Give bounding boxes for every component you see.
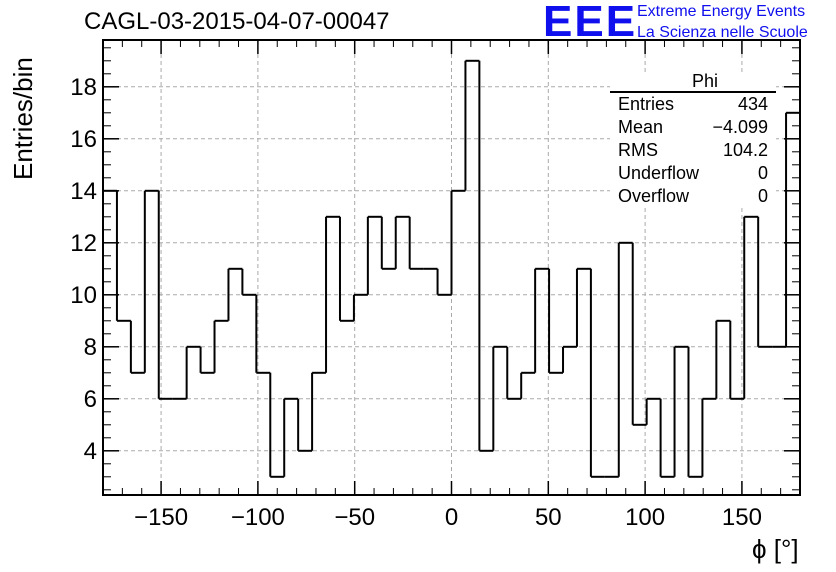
x-tick-label: −50 (334, 504, 375, 531)
x-tick-label: 50 (535, 504, 562, 531)
chart-title: CAGL-03-2015-04-07-00047 (84, 8, 390, 35)
stats-label: RMS (618, 140, 658, 160)
stats-value: 434 (737, 94, 768, 114)
x-tick-label: −100 (231, 504, 285, 531)
y-tick-label: 4 (84, 438, 97, 465)
stats-row-mean: Mean −4.099 (610, 116, 776, 139)
y-tick-label: 18 (70, 74, 97, 101)
stats-value: 104.2 (722, 140, 768, 160)
y-tick-label: 8 (84, 334, 97, 361)
stats-title: Phi (610, 72, 776, 93)
y-tick-label: 10 (70, 282, 97, 309)
stats-label: Mean (618, 117, 664, 137)
x-tick-label: 100 (625, 504, 665, 531)
x-tick-label: −150 (134, 504, 188, 531)
stats-box: Phi Entries 434 Mean −4.099 RMS 104.2 Un… (610, 72, 776, 208)
y-tick-label: 6 (84, 386, 97, 413)
logo-subtitle-2: La Scienza nelle Scuole (637, 24, 808, 41)
stats-row-underflow: Underflow 0 (610, 162, 776, 185)
x-tick-label: 0 (445, 504, 458, 531)
stats-label: Entries (618, 94, 675, 114)
stats-label: Overflow (618, 186, 690, 206)
logo-subtitle-1: Extreme Energy Events (637, 3, 806, 20)
y-tick-label: 12 (70, 230, 97, 257)
y-axis-label: Entries/bin (8, 57, 38, 180)
y-tick-label: 14 (70, 178, 97, 205)
stats-row-entries: Entries 434 (610, 93, 776, 116)
x-axis-label: ϕ [°] (752, 534, 799, 564)
eee-logo: EEE (543, 0, 638, 46)
stats-value: −4.099 (712, 117, 768, 137)
y-tick-label: 16 (70, 126, 97, 153)
stats-value: 0 (757, 163, 768, 183)
stats-value: 0 (757, 186, 768, 206)
stats-row-overflow: Overflow 0 (610, 185, 776, 208)
stats-label: Underflow (618, 163, 700, 183)
stats-row-rms: RMS 104.2 (610, 139, 776, 162)
x-tick-label: 150 (722, 504, 762, 531)
